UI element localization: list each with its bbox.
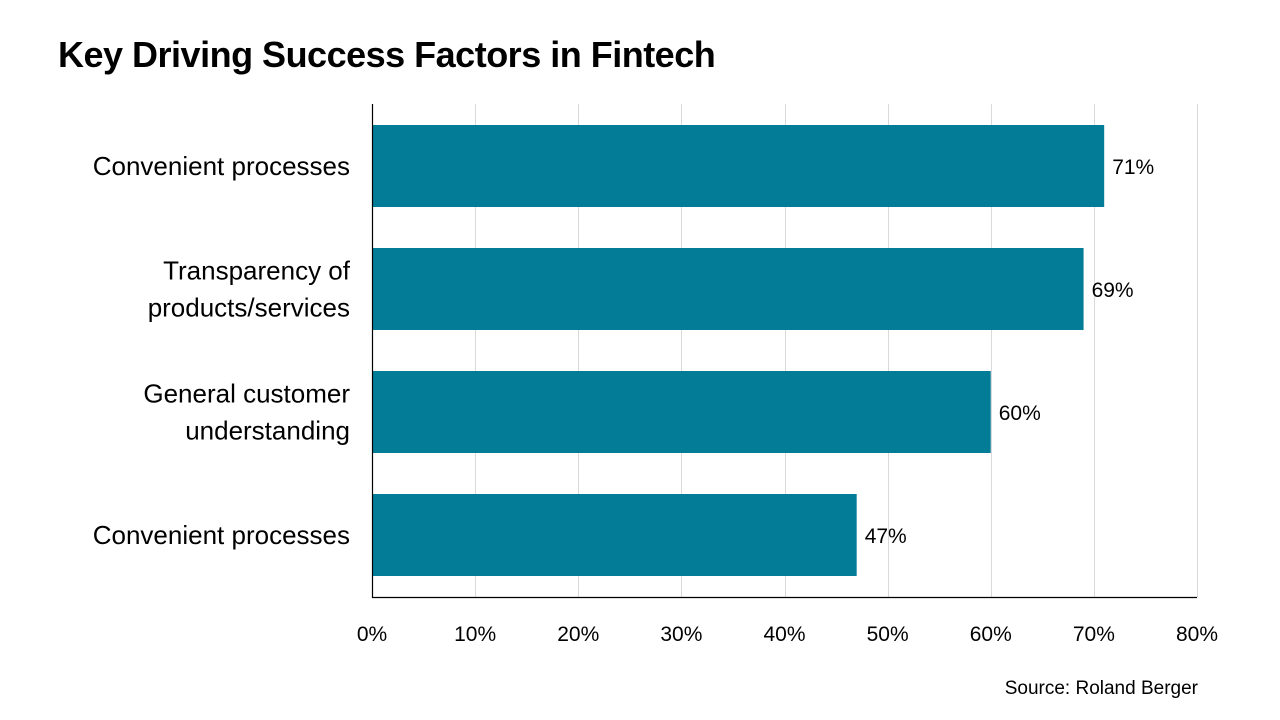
category-label-2-line-2: products/services — [148, 293, 350, 323]
data-label-1: 71% — [1112, 156, 1154, 179]
category-label-2-line-1: Transparency of — [163, 256, 351, 286]
category-label-3-line-2: understanding — [185, 416, 350, 446]
bar-1 — [372, 125, 1105, 207]
x-tick-label-0: 0% — [357, 623, 387, 646]
category-label-1-line-1: Convenient processes — [93, 151, 350, 181]
x-tick-label-20: 20% — [557, 623, 599, 646]
data-label-2: 69% — [1092, 279, 1134, 302]
data-label-3: 60% — [999, 402, 1041, 425]
x-tick-label-10: 10% — [454, 623, 496, 646]
x-tick-label-30: 30% — [660, 623, 702, 646]
x-tick-label-50: 50% — [867, 623, 909, 646]
x-tick-label-80: 80% — [1176, 623, 1218, 646]
source-note: Source: Roland Berger — [1004, 678, 1198, 699]
bar-2 — [372, 248, 1084, 330]
data-label-4: 47% — [865, 525, 907, 548]
x-tick-label-70: 70% — [1073, 623, 1115, 646]
chart-title: Key Driving Success Factors in Fintech — [58, 34, 716, 75]
bar-3 — [372, 371, 991, 453]
bar-4 — [372, 494, 857, 576]
x-tick-label-40: 40% — [763, 623, 805, 646]
x-tick-label-60: 60% — [970, 623, 1012, 646]
category-label-4-line-1: Convenient processes — [93, 520, 350, 550]
category-label-3-line-1: General customer — [143, 379, 350, 409]
